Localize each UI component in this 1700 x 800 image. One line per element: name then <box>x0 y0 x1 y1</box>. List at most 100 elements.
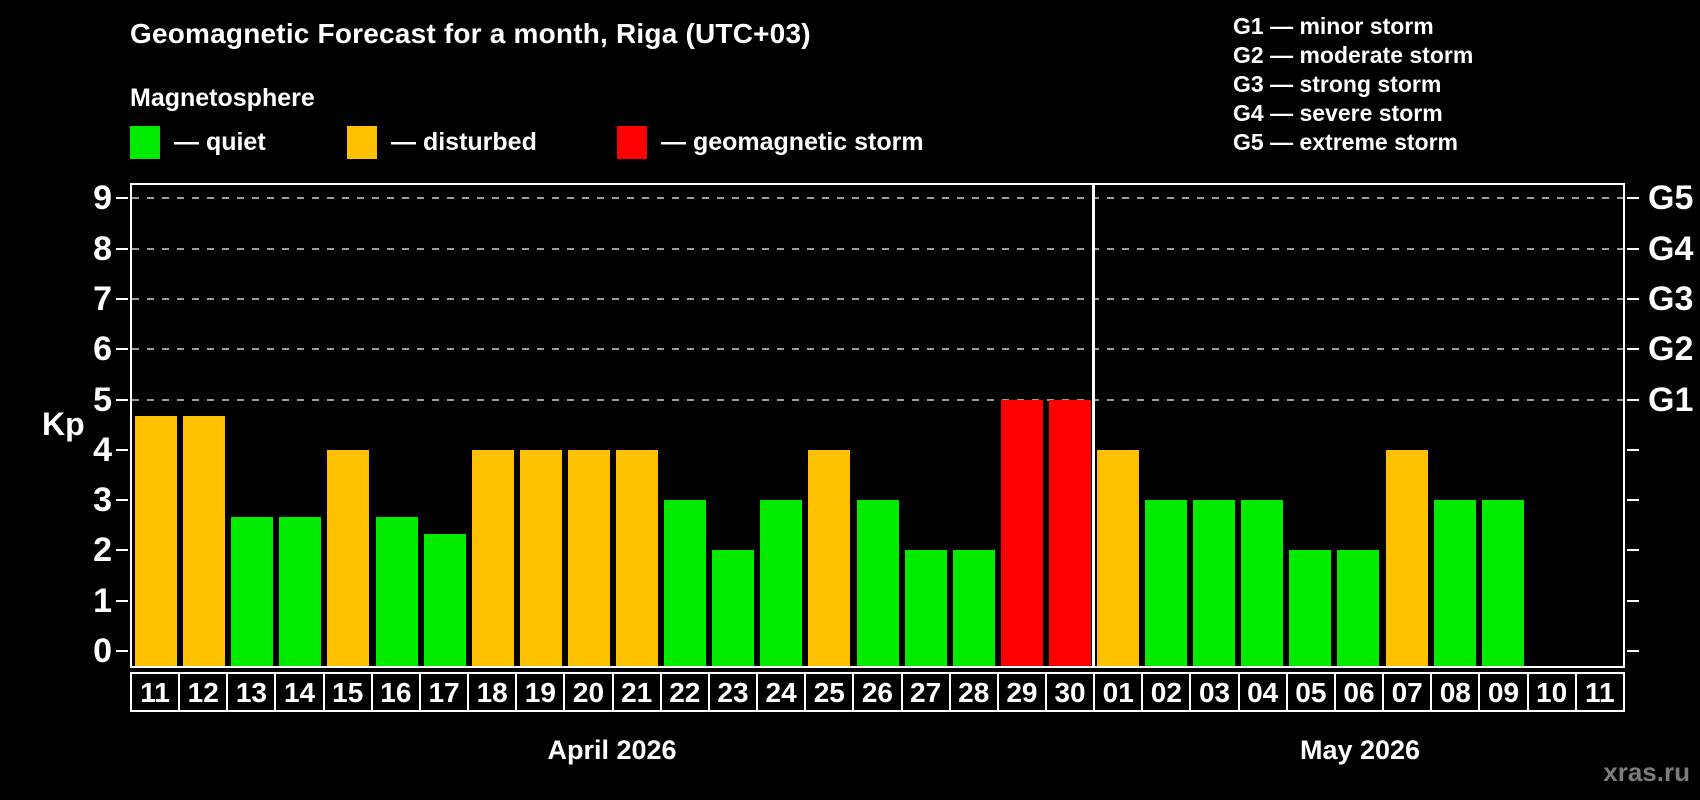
day-label-cell: 14 <box>274 672 325 712</box>
day-label-cell: 03 <box>1189 672 1240 712</box>
kp-bar <box>904 550 947 666</box>
right-axis-tick <box>1627 398 1639 401</box>
plot-area <box>130 183 1625 668</box>
left-axis-tick <box>116 247 128 250</box>
kp-gridline <box>132 297 1623 300</box>
kp-bar <box>1193 500 1236 666</box>
kp-gridline <box>132 197 1623 200</box>
kp-bar <box>1337 550 1380 666</box>
kp-bar <box>616 449 659 666</box>
day-label-cell: 13 <box>226 672 277 712</box>
legend-item-quiet: — quiet <box>130 126 266 159</box>
kp-bar <box>1096 449 1139 666</box>
right-axis-tick <box>1627 247 1639 250</box>
watermark: xras.ru <box>1603 757 1690 787</box>
g-legend-line: G2 — moderate storm <box>1233 42 1474 68</box>
kp-gridline <box>132 348 1623 351</box>
left-axis-tick <box>116 499 128 502</box>
kp-bar <box>664 500 707 666</box>
right-axis-tick <box>1627 549 1639 552</box>
right-axis-tick <box>1627 448 1639 451</box>
day-label-cell: 18 <box>467 672 518 712</box>
right-axis-tick <box>1627 499 1639 502</box>
g-axis-label: G1 <box>1648 380 1694 419</box>
day-label-cell: 19 <box>515 672 566 712</box>
legend-item-disturbed: — disturbed <box>347 126 537 159</box>
month-separator-line <box>1092 185 1096 666</box>
kp-gridline <box>132 247 1623 250</box>
g-axis-label: G5 <box>1648 179 1694 218</box>
kp-bar <box>471 449 514 666</box>
right-axis-tick <box>1627 297 1639 300</box>
y-axis-tick-label: 0 <box>93 632 112 670</box>
day-label-cell: 17 <box>418 672 470 712</box>
left-axis-tick <box>116 448 128 451</box>
day-label-cell: 05 <box>1285 672 1336 712</box>
kp-bar <box>135 416 178 666</box>
legend-label: — disturbed <box>391 128 537 156</box>
g-legend-line: G1 — minor storm <box>1233 13 1434 39</box>
legend-swatch-disturbed <box>347 126 377 159</box>
kp-bar <box>952 550 995 666</box>
kp-bar <box>231 516 274 666</box>
kp-bar <box>1433 500 1476 666</box>
g-axis-label: G2 <box>1648 330 1694 369</box>
day-label-cell: 11 <box>130 672 181 712</box>
right-axis-tick <box>1627 650 1639 652</box>
kp-bar <box>760 500 803 666</box>
left-axis-tick <box>116 348 128 351</box>
kp-gridline <box>132 398 1623 401</box>
day-label-cell: 29 <box>996 672 1047 712</box>
kp-bar <box>712 550 755 666</box>
day-label-cell: 27 <box>900 672 951 712</box>
kp-bar <box>1289 550 1332 666</box>
day-label-cell: 01 <box>1093 672 1144 712</box>
kp-bar <box>327 449 370 666</box>
left-axis-tick <box>116 398 128 401</box>
legend-label: — quiet <box>174 128 266 156</box>
kp-bar <box>567 449 610 666</box>
day-label-cell: 26 <box>852 672 903 712</box>
right-axis-tick <box>1627 599 1639 602</box>
month-caption-april: April 2026 <box>547 735 677 765</box>
day-label-cell: 20 <box>563 672 614 712</box>
chart-title: Geomagnetic Forecast for a month, Riga (… <box>130 18 811 49</box>
y-axis-tick-label: 1 <box>93 581 112 620</box>
kp-bar <box>279 516 322 666</box>
plot-inner <box>132 185 1623 666</box>
legend-item-storm: — geomagnetic storm <box>617 126 924 159</box>
day-label-cell: 10 <box>1526 672 1577 712</box>
magnetosphere-label: Magnetosphere <box>130 84 315 112</box>
g-axis-label: G4 <box>1648 229 1694 268</box>
y-axis-tick-label: 8 <box>93 229 112 268</box>
kp-bar <box>1048 399 1091 666</box>
day-label-cell: 16 <box>370 672 421 712</box>
month-caption-may: May 2026 <box>1299 735 1421 765</box>
left-axis-tick <box>116 599 128 602</box>
g-legend-line: G4 — severe storm <box>1233 100 1443 126</box>
day-label-cell: 07 <box>1382 672 1433 712</box>
kp-bar <box>519 449 562 666</box>
kp-bar <box>808 449 851 666</box>
day-label-cell: 09 <box>1478 672 1529 712</box>
left-axis-tick <box>116 650 128 652</box>
right-axis-tick <box>1627 197 1639 200</box>
kp-bar <box>1385 449 1428 666</box>
day-label-cell: 06 <box>1333 672 1385 712</box>
day-label-cell: 28 <box>948 672 999 712</box>
kp-bar <box>183 416 226 666</box>
legend-swatch-quiet <box>130 126 160 159</box>
day-label-cell: 11 <box>1574 672 1625 712</box>
y-axis-tick-label: 7 <box>93 279 112 318</box>
left-axis-tick <box>116 297 128 300</box>
g-legend-line: G5 — extreme storm <box>1233 129 1458 155</box>
y-axis-tick-label: 2 <box>93 531 112 570</box>
g-axis-label: G3 <box>1648 279 1694 318</box>
day-label-cell: 22 <box>659 672 710 712</box>
day-label-cell: 12 <box>178 672 229 712</box>
kp-bar <box>1000 399 1043 666</box>
y-axis-title: Kp <box>42 406 85 442</box>
day-label-cell: 02 <box>1141 672 1192 712</box>
kp-bar <box>375 516 418 666</box>
day-label-cell: 21 <box>611 672 662 712</box>
